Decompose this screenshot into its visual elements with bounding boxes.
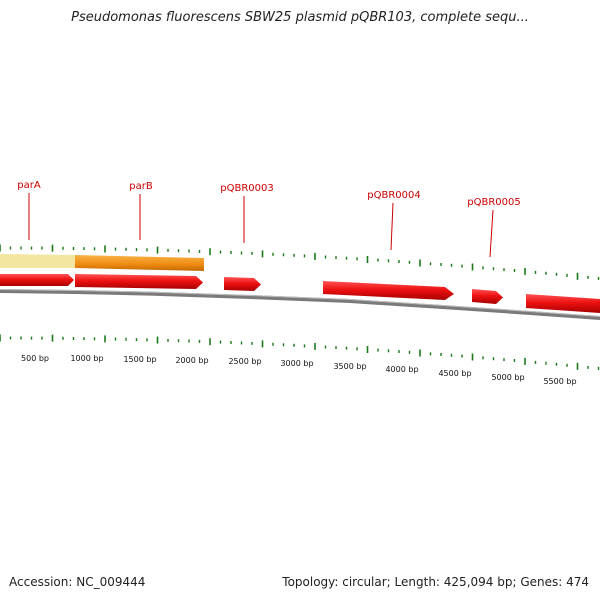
gene-label-pQBR0005: pQBR0005 bbox=[467, 197, 520, 208]
bp-label-500: 500 bp bbox=[21, 354, 49, 363]
bp-label-4000: 4000 bp bbox=[385, 365, 418, 374]
gene-arrow-pQBR0004 bbox=[323, 281, 454, 300]
gene-label-parA: parA bbox=[17, 180, 41, 191]
accession-text: Accession: NC_009444 bbox=[9, 575, 146, 589]
bp-label-1000: 1000 bp bbox=[70, 354, 103, 363]
topology-summary-text: Topology: circular; Length: 425,094 bp; … bbox=[282, 575, 589, 589]
bp-label-1500: 1500 bp bbox=[123, 355, 156, 364]
bp-label-2000: 2000 bp bbox=[175, 356, 208, 365]
bp-label-2500: 2500 bp bbox=[228, 357, 261, 366]
backbone-arc bbox=[0, 289, 600, 320]
gene-arrow-parA bbox=[0, 274, 74, 286]
backbone-arc-highlight bbox=[0, 289, 600, 317]
gene-arrow-pQBR0005 bbox=[472, 289, 503, 304]
gene-arrow-next bbox=[526, 294, 600, 313]
gene-arrow-parB bbox=[75, 274, 203, 289]
map-title: Pseudomonas fluorescens SBW25 plasmid pQ… bbox=[71, 10, 529, 25]
feature-band-pale bbox=[0, 254, 75, 268]
gene-label-parB: parB bbox=[129, 181, 153, 192]
bp-label-3500: 3500 bp bbox=[333, 362, 366, 371]
bp-label-5000: 5000 bp bbox=[491, 373, 524, 382]
leader-pQBR0005 bbox=[489, 209, 494, 258]
upper-tick-ring bbox=[0, 244, 600, 280]
leader-pQBR0004 bbox=[390, 202, 394, 251]
bp-label-3000: 3000 bp bbox=[280, 359, 313, 368]
lower-tick-ring bbox=[0, 334, 600, 370]
gene-label-pQBR0003: pQBR0003 bbox=[220, 183, 273, 194]
feature-band-orange bbox=[75, 255, 204, 271]
bp-label-4500: 4500 bp bbox=[438, 369, 471, 378]
bp-label-5500: 5500 bp bbox=[543, 377, 576, 386]
gene-label-pQBR0004: pQBR0004 bbox=[367, 190, 420, 201]
gene-arrow-pQBR0003 bbox=[224, 277, 261, 291]
